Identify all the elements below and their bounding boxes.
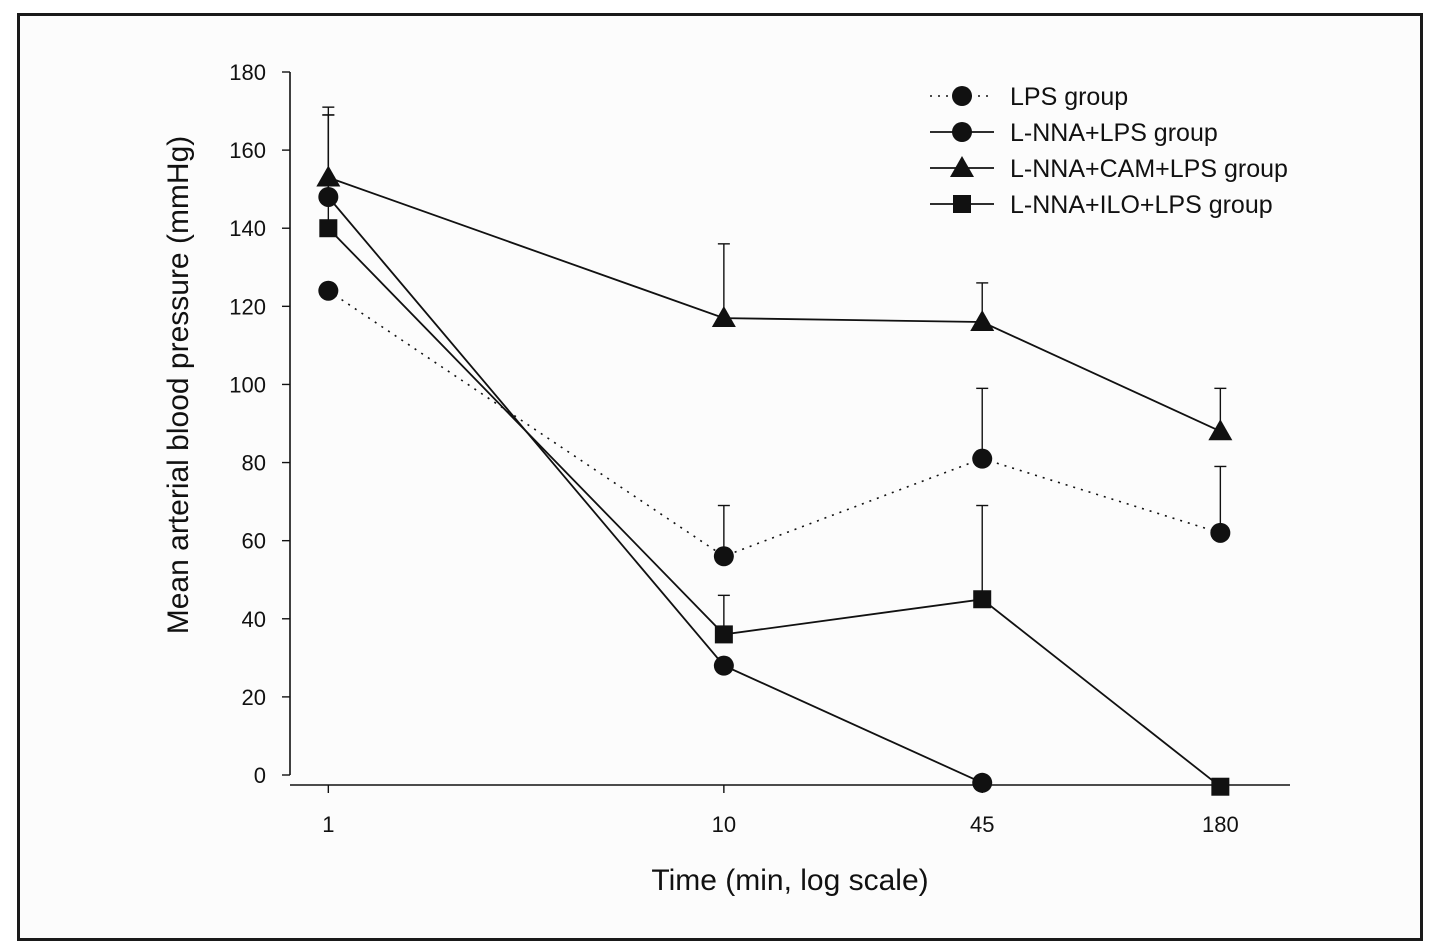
y-tick-label: 160 xyxy=(229,138,266,163)
data-point xyxy=(1210,522,1231,543)
x-tick-label: 1 xyxy=(322,812,334,837)
data-point xyxy=(316,165,341,187)
data-point xyxy=(1208,419,1233,441)
x-tick-label: 180 xyxy=(1202,812,1239,837)
y-tick-label: 60 xyxy=(242,529,266,554)
y-tick-label: 180 xyxy=(229,60,266,85)
legend-label: L-NNA+ILO+LPS group xyxy=(1010,191,1273,219)
data-point xyxy=(970,309,995,331)
series-markers xyxy=(316,165,1233,796)
y-tick-label: 120 xyxy=(229,294,266,319)
x-axis-title: Time (min, log scale) xyxy=(651,864,928,897)
series-line xyxy=(327,196,983,784)
y-tick-label: 80 xyxy=(242,451,266,476)
data-point xyxy=(713,546,734,567)
series-lines xyxy=(327,176,1221,788)
y-ticks: 0 20 40 60 80 100 120 140 160 180 xyxy=(229,60,290,788)
x-ticks: 1 10 45 180 xyxy=(322,785,1239,837)
y-tick-label: 20 xyxy=(242,685,266,710)
legend-label: L-NNA+CAM+LPS group xyxy=(1010,155,1288,183)
series-line xyxy=(327,227,1221,788)
data-point xyxy=(713,655,734,676)
data-point xyxy=(973,590,992,609)
data-point xyxy=(714,625,733,644)
x-tick-label: 10 xyxy=(712,812,736,837)
legend-marker xyxy=(952,122,972,142)
data-point xyxy=(318,186,339,207)
y-tick-label: 40 xyxy=(242,607,266,632)
legend-item: L-NNA+CAM+LPS group xyxy=(930,155,1288,183)
error-bars xyxy=(322,106,1227,635)
data-point xyxy=(1211,777,1230,796)
legend-item: L-NNA+ILO+LPS group xyxy=(930,191,1273,219)
y-tick-label: 100 xyxy=(229,372,266,397)
series-line xyxy=(327,176,1221,433)
data-point xyxy=(318,280,339,301)
y-tick-label: 0 xyxy=(254,763,266,788)
legend: LPS group L-NNA+LPS group L-NNA+CAM+LPS gr… xyxy=(930,83,1288,219)
x-tick-label: 45 xyxy=(970,812,994,837)
data-point xyxy=(711,306,736,328)
y-axis-title: Mean arterial blood pressure (mmHg) xyxy=(162,136,195,635)
legend-item: LPS group xyxy=(930,83,1128,111)
data-point xyxy=(972,772,993,793)
legend-label: LPS group xyxy=(1010,83,1128,111)
series-line xyxy=(327,290,1221,558)
legend-marker xyxy=(952,86,972,106)
chart-frame xyxy=(17,13,1423,941)
legend-marker xyxy=(950,156,974,177)
legend-marker xyxy=(953,195,971,213)
data-point xyxy=(972,448,993,469)
legend-item: L-NNA+LPS group xyxy=(930,119,1218,147)
axes: 0 20 40 60 80 100 120 140 160 180 1 10 45 180 xyxy=(229,60,1290,837)
legend-label: L-NNA+LPS group xyxy=(1010,119,1218,147)
y-tick-label: 140 xyxy=(229,216,266,241)
data-point xyxy=(319,219,338,238)
